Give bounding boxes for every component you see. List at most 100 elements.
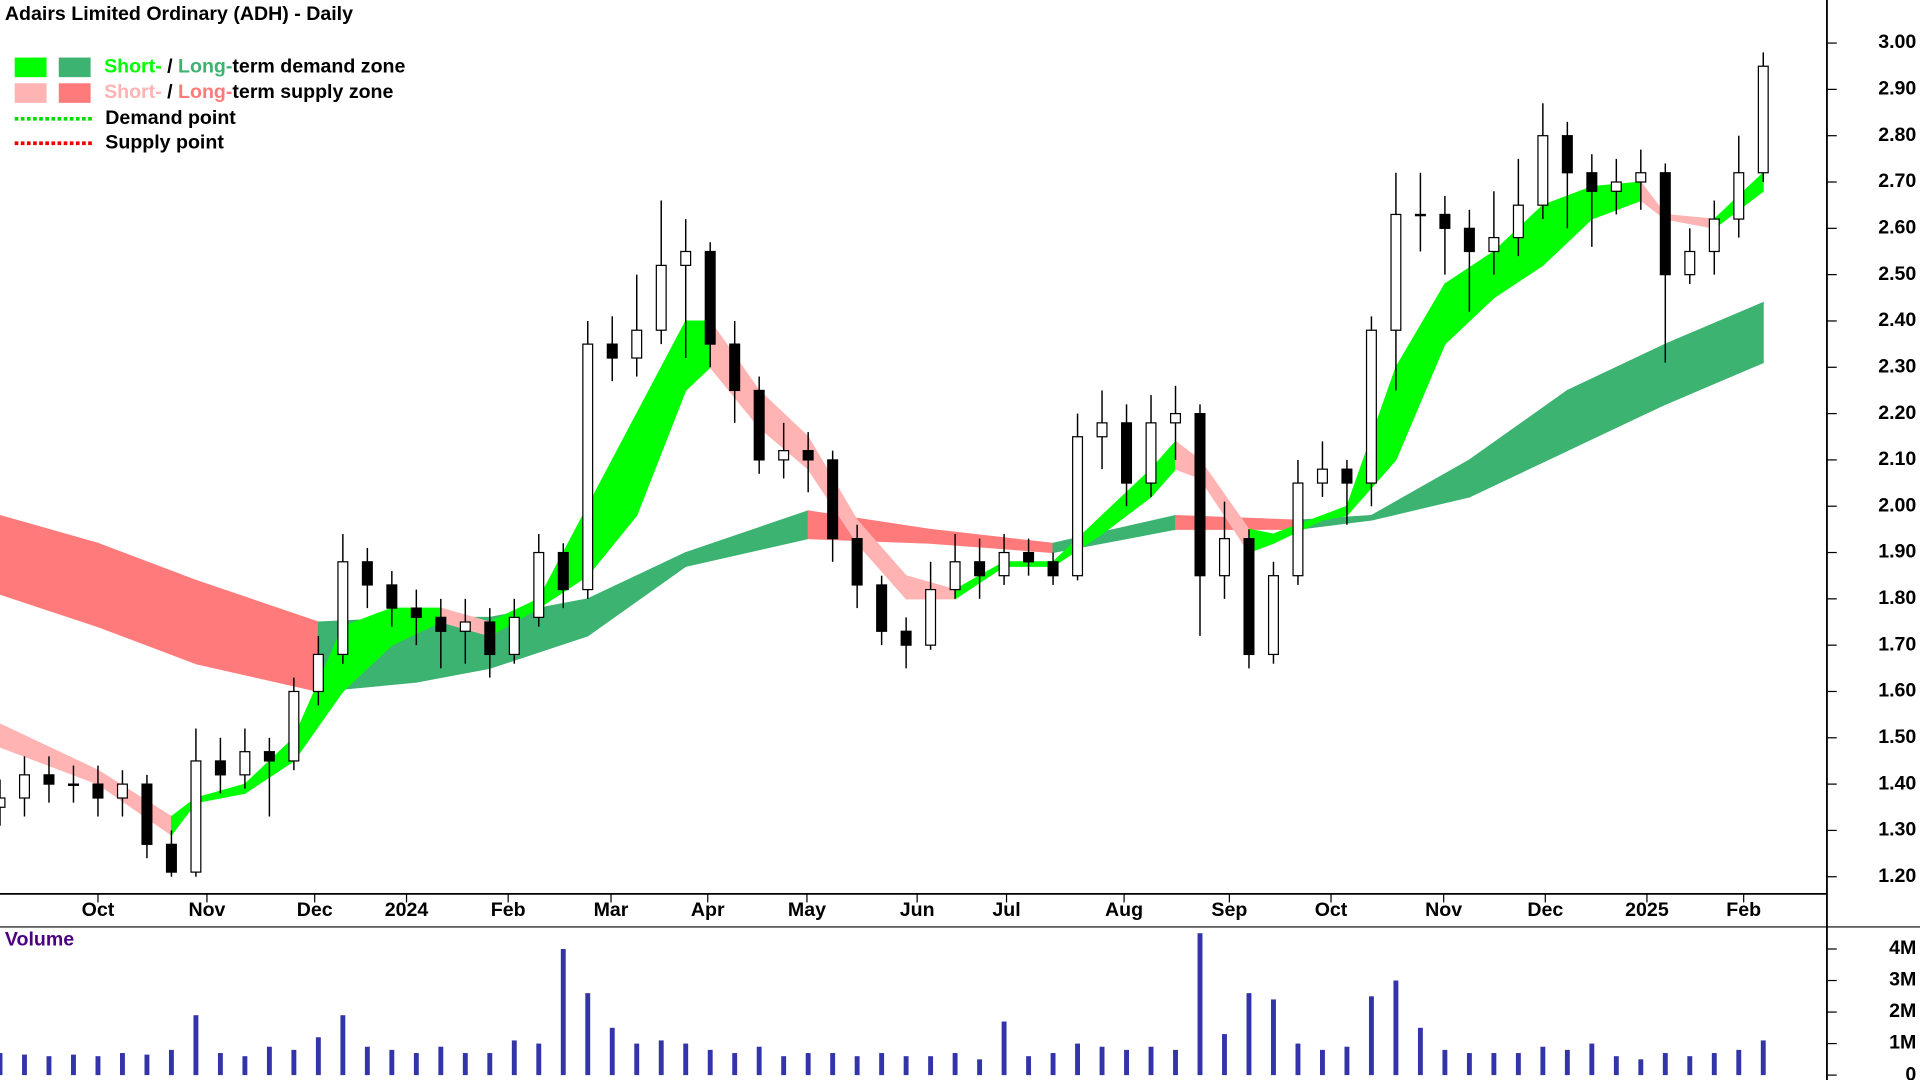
volume-bar (585, 993, 591, 1076)
candle-body (312, 653, 324, 693)
x-tick-label: Jun (900, 899, 935, 921)
y-tick-label: 1.50 (1878, 726, 1916, 748)
candle-body (337, 561, 349, 656)
candle-body (1145, 422, 1157, 484)
y-tick-label: 2.50 (1878, 263, 1916, 285)
volume-bar (781, 1056, 787, 1076)
candle-body (386, 584, 398, 609)
legend-label: Short- / Long-term supply zone (104, 81, 393, 103)
volume-bar (1393, 980, 1399, 1076)
candle-body (263, 751, 275, 762)
candle-body (361, 561, 373, 586)
axes: 1.20 1.30 1.40 1.50 1.60 1.70 1.80 1.90 2.00 2.10… (82, 31, 1917, 1085)
volume-bar (46, 1056, 52, 1076)
candle-body (1537, 135, 1549, 206)
volume-bars (0, 933, 1766, 1076)
volume-bar (1638, 1059, 1644, 1076)
volume-bar (658, 1040, 664, 1076)
y-tick-label: 2.60 (1878, 217, 1916, 239)
volume-bar (1736, 1049, 1742, 1076)
volume-bar (95, 1056, 101, 1076)
x-tick-label: Oct (82, 899, 115, 921)
long-zone-segment (1664, 301, 1764, 406)
y-tick-label: 2.70 (1878, 170, 1916, 192)
legend-swatch (14, 57, 47, 78)
x-tick-label: 2025 (1625, 899, 1669, 921)
candle-body (974, 561, 986, 577)
legend-label-part: Short- (104, 56, 162, 78)
volume-bar (1760, 1040, 1766, 1076)
candle-body (1414, 213, 1426, 217)
candle-body (1023, 551, 1035, 563)
candle-body (18, 774, 31, 799)
volume-bar (144, 1054, 150, 1076)
candle-body (165, 843, 177, 873)
candle-body (1365, 329, 1377, 484)
volume-bar (242, 1056, 248, 1076)
volume-bar (1564, 1049, 1570, 1076)
candle-body (778, 450, 790, 461)
candle-body (851, 538, 863, 586)
y-tick-label: 3M (1889, 969, 1916, 991)
legend-label-part: term demand zone (232, 56, 405, 78)
candle-body (410, 607, 422, 618)
x-tick-label: Oct (1315, 899, 1348, 921)
candle-body (288, 690, 300, 762)
volume-bar (732, 1053, 738, 1076)
volume-bar (1417, 1027, 1423, 1076)
legend-label-part: Short- (104, 81, 162, 103)
candle-body (0, 797, 6, 808)
legend-label-part: / (162, 81, 178, 103)
volume-bar (1222, 1034, 1227, 1076)
volume-bar (168, 1049, 174, 1076)
volume-bar (291, 1049, 297, 1076)
volume-bar (1515, 1053, 1521, 1076)
candle-body (1586, 172, 1598, 192)
volume-bar (389, 1049, 395, 1076)
volume-bar (217, 1053, 223, 1076)
y-tick-label: 2.00 (1878, 494, 1916, 516)
candle-body (1488, 236, 1500, 253)
legend-label: Short- / Long-term demand zone (104, 56, 405, 78)
candle-body (1390, 213, 1402, 331)
volume-bar (1246, 993, 1252, 1076)
volume-bar (560, 949, 566, 1076)
volume-bar (1491, 1053, 1497, 1076)
volume-bar (1466, 1053, 1472, 1076)
candle-body (631, 329, 643, 359)
legend-swatch (58, 57, 91, 78)
candle-body (949, 561, 961, 591)
volume-bar (1589, 1043, 1595, 1076)
legend-swatch (58, 83, 91, 103)
volume-bar (266, 1046, 272, 1076)
volume-bar (364, 1046, 370, 1076)
y-tick-label: 3.00 (1878, 31, 1916, 53)
candle-body (43, 774, 55, 785)
volume-bar (977, 1059, 983, 1076)
candle-body (1635, 172, 1647, 183)
volume-bar (511, 1040, 517, 1076)
candle-body (704, 250, 716, 345)
x-tick-label: Aug (1105, 899, 1143, 921)
candle-body (998, 551, 1010, 577)
volume-bar (1662, 1053, 1668, 1076)
candle-body (1121, 422, 1133, 484)
candle-body (655, 264, 667, 331)
volume-bar (1099, 1046, 1105, 1076)
y-tick-label: 2.20 (1878, 402, 1916, 424)
legend-label: Demand point (105, 107, 236, 129)
volume-bar (22, 1054, 27, 1076)
volume-bar (879, 1053, 885, 1076)
candle-body (680, 250, 692, 266)
candle-body (1170, 412, 1182, 424)
x-tick-label: Nov (188, 899, 225, 921)
candle-body (1757, 65, 1769, 174)
volume-bar (805, 1053, 811, 1076)
volume-bar (0, 1053, 3, 1076)
legend-label: Supply point (105, 131, 224, 153)
candle-body (1218, 538, 1231, 577)
candle-body (876, 584, 888, 632)
volume-bar (487, 1053, 493, 1076)
candle-body (925, 588, 937, 646)
